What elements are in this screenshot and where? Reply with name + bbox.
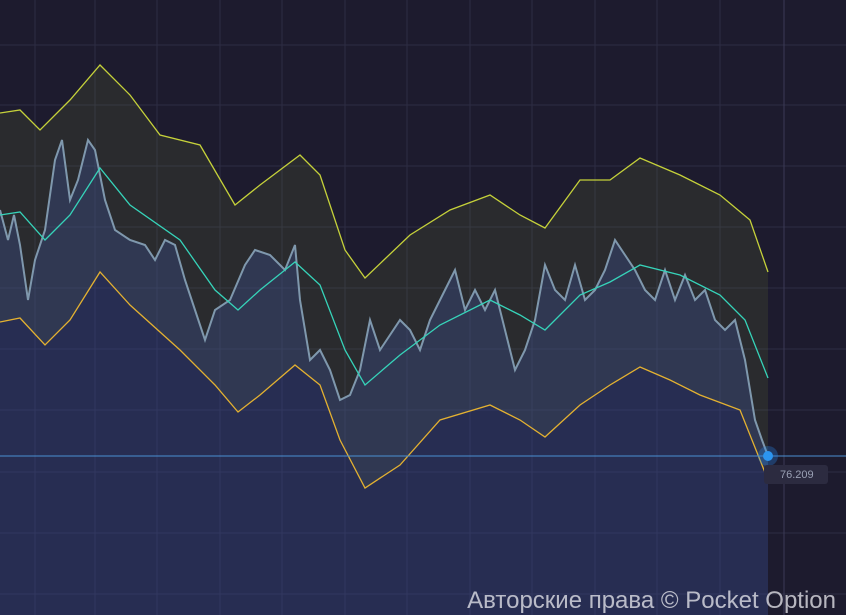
lower-band [0,270,769,489]
price-area [0,140,768,615]
watermark: Авторские права © Pocket Option [467,587,836,614]
price-label-box [764,465,828,484]
upper-band [0,64,769,279]
price-dot [763,451,773,461]
band-fill [0,65,768,488]
price-line [0,137,769,457]
middle-band [0,166,769,387]
price-label: 76.209 [780,469,814,481]
